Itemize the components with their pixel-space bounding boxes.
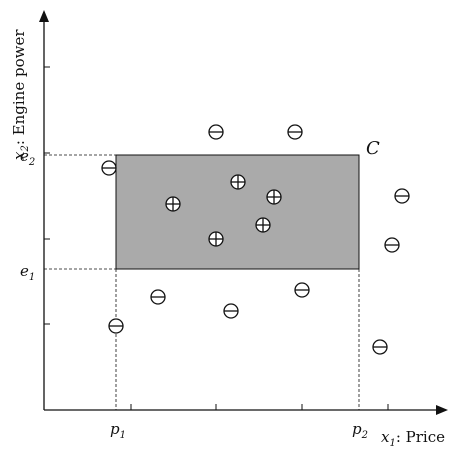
negative-example — [208, 124, 224, 140]
negative-example — [223, 303, 239, 319]
positive-example — [266, 189, 282, 205]
negative-example — [101, 160, 117, 176]
x-axis-ticks — [130, 404, 389, 410]
concept-rectangle — [115, 154, 360, 270]
positive-example — [208, 231, 224, 247]
concept-label: C — [366, 138, 380, 159]
negative-example — [150, 289, 166, 305]
negative-examples — [101, 124, 410, 355]
negative-example — [287, 124, 303, 140]
p1-label: p1 — [110, 420, 126, 441]
negative-example — [108, 318, 124, 334]
negative-example — [294, 282, 310, 298]
negative-example — [384, 237, 400, 253]
negative-example — [394, 188, 410, 204]
positive-example — [165, 196, 181, 212]
y-axis-label: x2: Engine power — [10, 29, 31, 160]
p2-label: p2 — [352, 420, 368, 441]
positive-example — [255, 217, 271, 233]
y-axis-ticks — [44, 66, 50, 325]
x-axis-label: x1: Price — [381, 428, 445, 449]
positive-example — [230, 174, 246, 190]
negative-example — [372, 339, 388, 355]
positive-examples — [165, 174, 282, 247]
e1-label: e1 — [20, 262, 35, 283]
e2-label: e2 — [20, 147, 35, 168]
